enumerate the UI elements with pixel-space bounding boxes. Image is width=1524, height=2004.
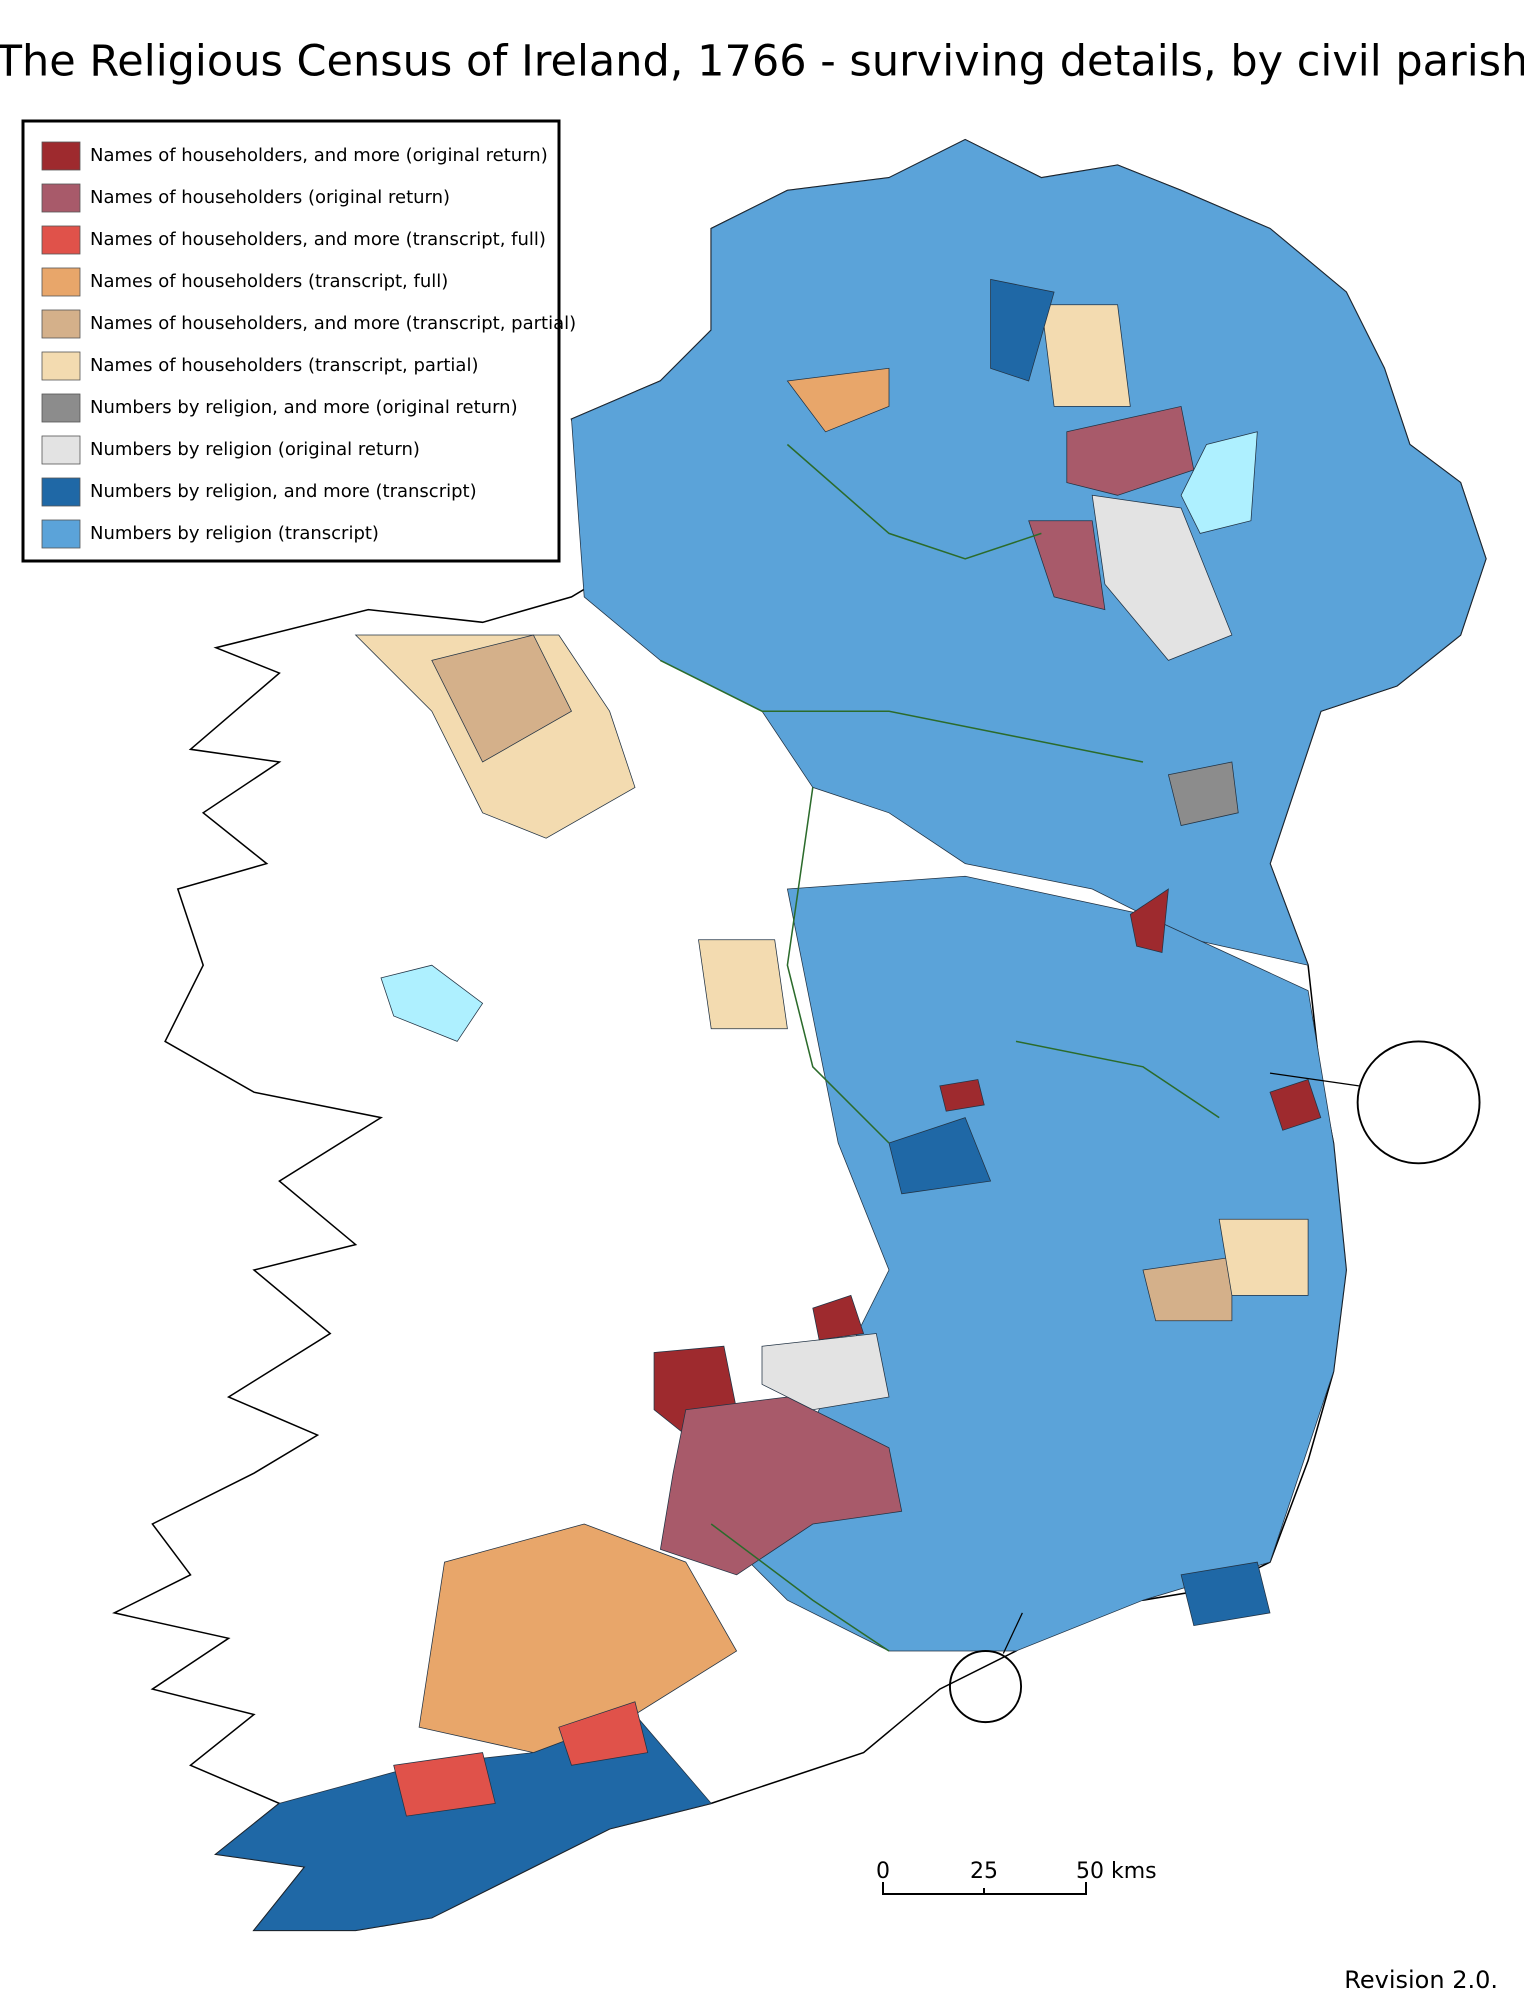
region <box>1091 494 1233 661</box>
scale-label: 0 <box>876 1859 890 1884</box>
region <box>431 634 573 763</box>
legend-label: Names of householders, and more (transcr… <box>90 229 546 250</box>
region <box>786 367 890 433</box>
legend-swatch <box>41 309 81 339</box>
legend-box <box>21 119 561 563</box>
lake <box>1180 431 1258 534</box>
region <box>1142 1256 1233 1322</box>
region <box>1218 1218 1309 1296</box>
ireland-map <box>112 138 1487 1932</box>
scale-label: 25 <box>970 1859 998 1884</box>
legend-label: Names of householders (original return) <box>90 187 450 208</box>
region <box>939 1079 985 1112</box>
region <box>990 278 1055 382</box>
inset-circle <box>1356 1040 1481 1165</box>
region <box>812 1294 865 1341</box>
legend-label: Names of householders (transcript, parti… <box>90 355 478 376</box>
lake <box>380 964 484 1042</box>
legend-label: Names of householders (transcript, full) <box>90 271 448 292</box>
region <box>1066 405 1195 496</box>
region <box>1180 1561 1271 1627</box>
region <box>393 1752 496 1817</box>
inset-pointer <box>1269 1072 1359 1087</box>
legend-label: Numbers by religion, and more (transcrip… <box>90 481 477 502</box>
legend-swatch <box>41 519 81 549</box>
region <box>418 1523 738 1753</box>
region <box>1028 520 1106 611</box>
legend-swatch <box>41 435 81 465</box>
legend-label: Numbers by religion (transcript) <box>90 523 379 544</box>
legend-swatch <box>41 477 81 507</box>
region <box>1129 888 1169 953</box>
title: The Religious Census of Ireland, 1766 - … <box>0 37 1524 87</box>
region <box>1040 304 1131 407</box>
region <box>698 939 788 1030</box>
legend-swatch <box>41 351 81 381</box>
scale-bar: 0 25 50 kms <box>876 1859 1157 1895</box>
legend-label: Names of householders, and more (origina… <box>90 145 548 166</box>
region <box>558 1701 649 1766</box>
legend: Names of householders, and more (origina… <box>21 119 576 563</box>
inset-pointer <box>1002 1612 1023 1654</box>
region <box>761 1333 890 1411</box>
legend-swatch <box>41 183 81 213</box>
revision: Revision 2.0. <box>1344 1966 1498 1994</box>
scale-label: 50 kms <box>1076 1859 1157 1884</box>
legend-label: Numbers by religion (original return) <box>90 439 420 460</box>
legend-swatch <box>41 141 81 171</box>
inset-circle <box>949 1650 1023 1724</box>
region <box>1269 1079 1322 1131</box>
legend-swatch <box>41 267 81 297</box>
region <box>1167 761 1239 826</box>
legend-swatch <box>41 225 81 255</box>
scale-line <box>882 1882 1087 1895</box>
legend-label: Numbers by religion, and more (original … <box>90 397 518 418</box>
legend-swatch <box>41 393 81 423</box>
legend-label: Names of householders, and more (transcr… <box>90 313 576 334</box>
region <box>888 1117 992 1195</box>
county-borders <box>660 443 1220 1652</box>
